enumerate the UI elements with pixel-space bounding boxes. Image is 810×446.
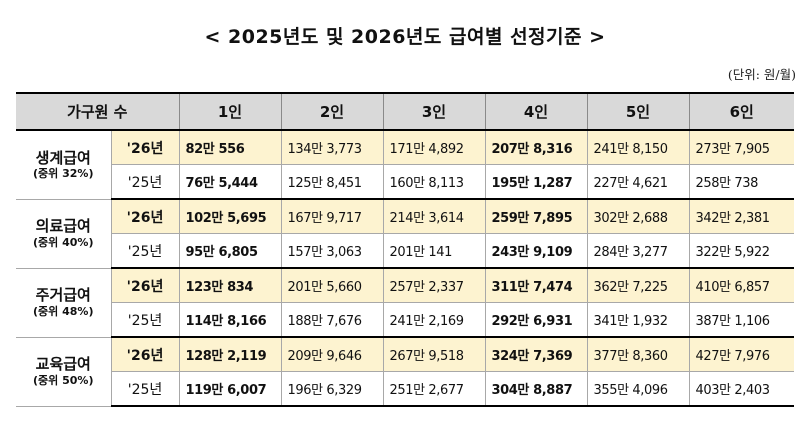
value-cell: 241만 8,150	[586, 129, 690, 165]
value-cell: 377만 8,360	[586, 336, 690, 372]
value-cell: 125만 8,451	[280, 164, 384, 200]
value-cell: 341만 1,932	[586, 302, 690, 338]
header-household-size: 가구원 수	[16, 92, 180, 131]
header-1-person: 1인	[178, 92, 282, 131]
header-2-person: 2인	[280, 92, 384, 131]
value-cell: 82만 556	[178, 129, 282, 165]
value-cell: 123만 834	[178, 267, 282, 303]
category-median-ratio: (중위 50%)	[33, 374, 94, 387]
year-label-2025: '25년	[110, 233, 180, 269]
value-cell: 196만 6,329	[280, 371, 384, 407]
value-cell: 114만 8,166	[178, 302, 282, 338]
value-cell: 214만 3,614	[382, 198, 486, 234]
category-cell: 교육급여 (중위 50%)	[16, 336, 112, 407]
value-cell: 167만 9,717	[280, 198, 384, 234]
category-name: 주거급여	[35, 286, 91, 305]
value-cell: 257만 2,337	[382, 267, 486, 303]
year-label-2025: '25년	[110, 164, 180, 200]
value-cell: 324만 7,369	[484, 336, 588, 372]
value-cell: 355만 4,096	[586, 371, 690, 407]
year-label-2026: '26년	[110, 198, 180, 234]
value-cell: 259만 7,895	[484, 198, 588, 234]
header-5-person: 5인	[586, 92, 690, 131]
value-cell: 403만 2,403	[688, 371, 794, 407]
value-cell: 119만 6,007	[178, 371, 282, 407]
value-cell: 95만 6,805	[178, 233, 282, 269]
category-cell: 의료급여 (중위 40%)	[16, 198, 112, 269]
category-cell: 생계급여 (중위 32%)	[16, 129, 112, 200]
table-row: 의료급여 (중위 40%) '26년 102만 5,695 167만 9,717 214만…	[16, 198, 794, 269]
value-cell: 207만 8,316	[484, 129, 588, 165]
value-cell: 209만 9,646	[280, 336, 384, 372]
header-row: 가구원 수 1인 2인 3인 4인 5인 6인	[16, 92, 794, 131]
value-cell: 258만 738	[688, 164, 794, 200]
table-row: '25년 119만 6,007 196만 6,329 251만 2,677 304만 8…	[16, 371, 794, 407]
value-cell: 201만 141	[382, 233, 486, 269]
value-cell: 273만 7,905	[688, 129, 794, 165]
page-title: < 2025년도 및 2026년도 급여별 선정기준 >	[204, 26, 606, 48]
table-row: 교육급여 (중위 50%) '26년 128만 2,119 209만 9,646 267만…	[16, 336, 794, 407]
category-name: 교육급여	[35, 355, 91, 374]
category-median-ratio: (중위 40%)	[33, 236, 94, 249]
header-6-person: 6인	[688, 92, 794, 131]
value-cell: 76만 5,444	[178, 164, 282, 200]
header-4-person: 4인	[484, 92, 588, 131]
table-row: 주거급여 (중위 48%) '26년 123만 834 201만 5,660 257만 2…	[16, 267, 794, 338]
value-cell: 227만 4,621	[586, 164, 690, 200]
value-cell: 171만 4,892	[382, 129, 486, 165]
year-label-2026: '26년	[110, 267, 180, 303]
value-cell: 427만 7,976	[688, 336, 794, 372]
table-row: '25년 76만 5,444 125만 8,451 160만 8,113 195만 1,…	[16, 164, 794, 200]
year-label-2026: '26년	[110, 129, 180, 165]
value-cell: 157만 3,063	[280, 233, 384, 269]
value-cell: 188만 7,676	[280, 302, 384, 338]
value-cell: 267만 9,518	[382, 336, 486, 372]
year-label-2025: '25년	[110, 302, 180, 338]
category-median-ratio: (중위 32%)	[33, 167, 94, 181]
value-cell: 251만 2,677	[382, 371, 486, 407]
value-cell: 241만 2,169	[382, 302, 486, 338]
value-cell: 292만 6,931	[484, 302, 588, 338]
value-cell: 102만 5,695	[178, 198, 282, 234]
category-name: 의료급여	[35, 217, 91, 236]
year-label-2025: '25년	[110, 371, 180, 407]
category-cell: 주거급여 (중위 48%)	[16, 267, 112, 338]
value-cell: 284만 3,277	[586, 233, 690, 269]
value-cell: 201만 5,660	[280, 267, 384, 303]
category-median-ratio: (중위 48%)	[33, 305, 94, 318]
value-cell: 342만 2,381	[688, 198, 794, 234]
value-cell: 160만 8,113	[382, 164, 486, 200]
value-cell: 311만 7,474	[484, 267, 588, 303]
unit-label: (단위: 원/월)	[727, 67, 796, 82]
value-cell: 387만 1,106	[688, 302, 794, 338]
value-cell: 302만 2,688	[586, 198, 690, 234]
value-cell: 362만 7,225	[586, 267, 690, 303]
category-name: 생계급여	[35, 148, 91, 167]
table-row: '25년 95만 6,805 157만 3,063 201만 141 243만 9,10…	[16, 233, 794, 269]
value-cell: 322만 5,922	[688, 233, 794, 269]
value-cell: 243만 9,109	[484, 233, 588, 269]
table-row: 생계급여 (중위 32%) '26년 82만 556 134만 3,773 171만 4,…	[16, 129, 794, 200]
value-cell: 195만 1,287	[484, 164, 588, 200]
value-cell: 134만 3,773	[280, 129, 384, 165]
value-cell: 410만 6,857	[688, 267, 794, 303]
value-cell: 304만 8,887	[484, 371, 588, 407]
header-3-person: 3인	[382, 92, 486, 131]
table-row: '25년 114만 8,166 188만 7,676 241만 2,169 292만 6…	[16, 302, 794, 338]
year-label-2026: '26년	[110, 336, 180, 372]
criteria-table: 가구원 수 1인 2인 3인 4인 5인 6인 생계급여 (중위 32%) '26년…	[16, 92, 794, 407]
value-cell: 128만 2,119	[178, 336, 282, 372]
